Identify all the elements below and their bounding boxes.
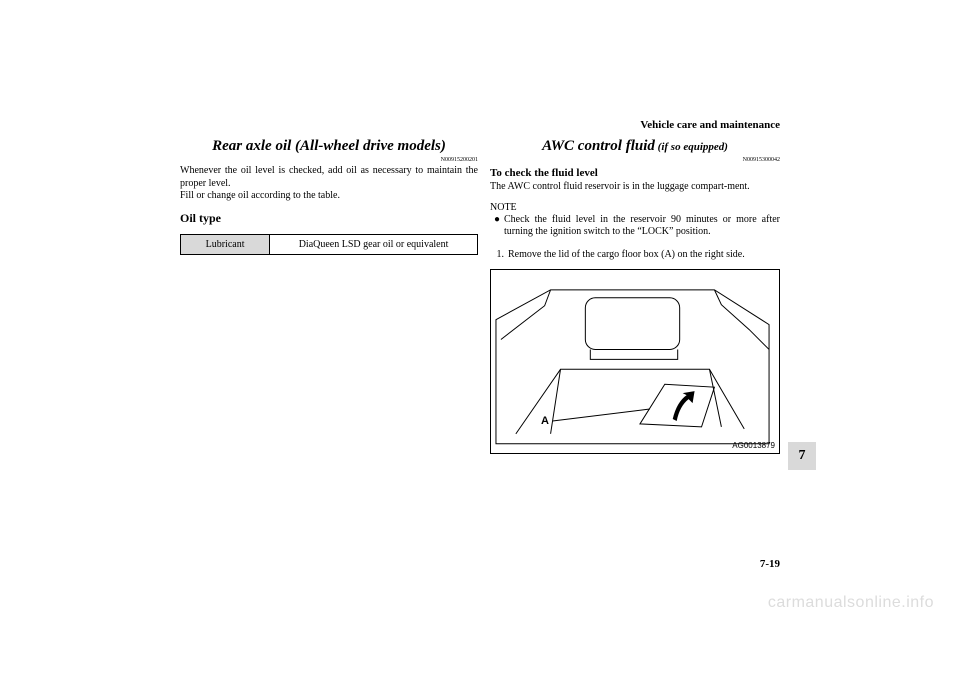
left-para2: Fill or change oil according to the tabl… xyxy=(180,190,478,203)
illustration-label-a: A xyxy=(541,415,549,427)
left-column: Rear axle oil (All-wheel drive models) N… xyxy=(180,138,478,255)
right-title-main: AWC control fluid xyxy=(542,138,655,154)
right-title: AWC control fluid (if so equipped) xyxy=(490,138,780,155)
illustration-svg xyxy=(491,270,779,454)
right-column: AWC control fluid (if so equipped) N0091… xyxy=(490,138,780,454)
left-para1: Whenever the oil level is checked, add o… xyxy=(180,165,478,190)
right-code: N00915300042 xyxy=(490,157,780,163)
left-title: Rear axle oil (All-wheel drive models) xyxy=(180,138,478,155)
step1-number: 1. xyxy=(490,249,508,262)
step1-row: 1. Remove the lid of the cargo floor box… xyxy=(490,249,780,262)
header-section: Vehicle care and maintenance xyxy=(640,119,780,131)
note-bullet-text: Check the fluid level in the reservoir 9… xyxy=(504,214,780,239)
oil-type-heading: Oil type xyxy=(180,211,478,226)
check-para: The AWC control fluid reservoir is in th… xyxy=(490,181,780,194)
step1-text: Remove the lid of the cargo floor box (A… xyxy=(508,249,780,262)
bullet-icon: ● xyxy=(490,214,504,239)
note-label: NOTE xyxy=(490,202,780,213)
illustration-code: AG0013879 xyxy=(732,441,775,450)
section-tab: 7 xyxy=(788,442,816,470)
left-code: N00915200201 xyxy=(180,157,478,163)
check-heading: To check the fluid level xyxy=(490,167,780,179)
page-number: 7-19 xyxy=(760,558,780,570)
page: Vehicle care and maintenance Rear axle o… xyxy=(0,0,960,678)
right-title-suffix: (if so equipped) xyxy=(655,141,728,153)
watermark: carmanualsonline.info xyxy=(768,594,934,612)
lubricant-table: Lubricant DiaQueen LSD gear oil or equiv… xyxy=(180,234,478,255)
illustration: A AG0013879 xyxy=(490,269,780,454)
lubricant-label-cell: Lubricant xyxy=(181,234,270,254)
lubricant-value-cell: DiaQueen LSD gear oil or equivalent xyxy=(270,234,478,254)
note-bullet-row: ● Check the fluid level in the reservoir… xyxy=(490,214,780,239)
